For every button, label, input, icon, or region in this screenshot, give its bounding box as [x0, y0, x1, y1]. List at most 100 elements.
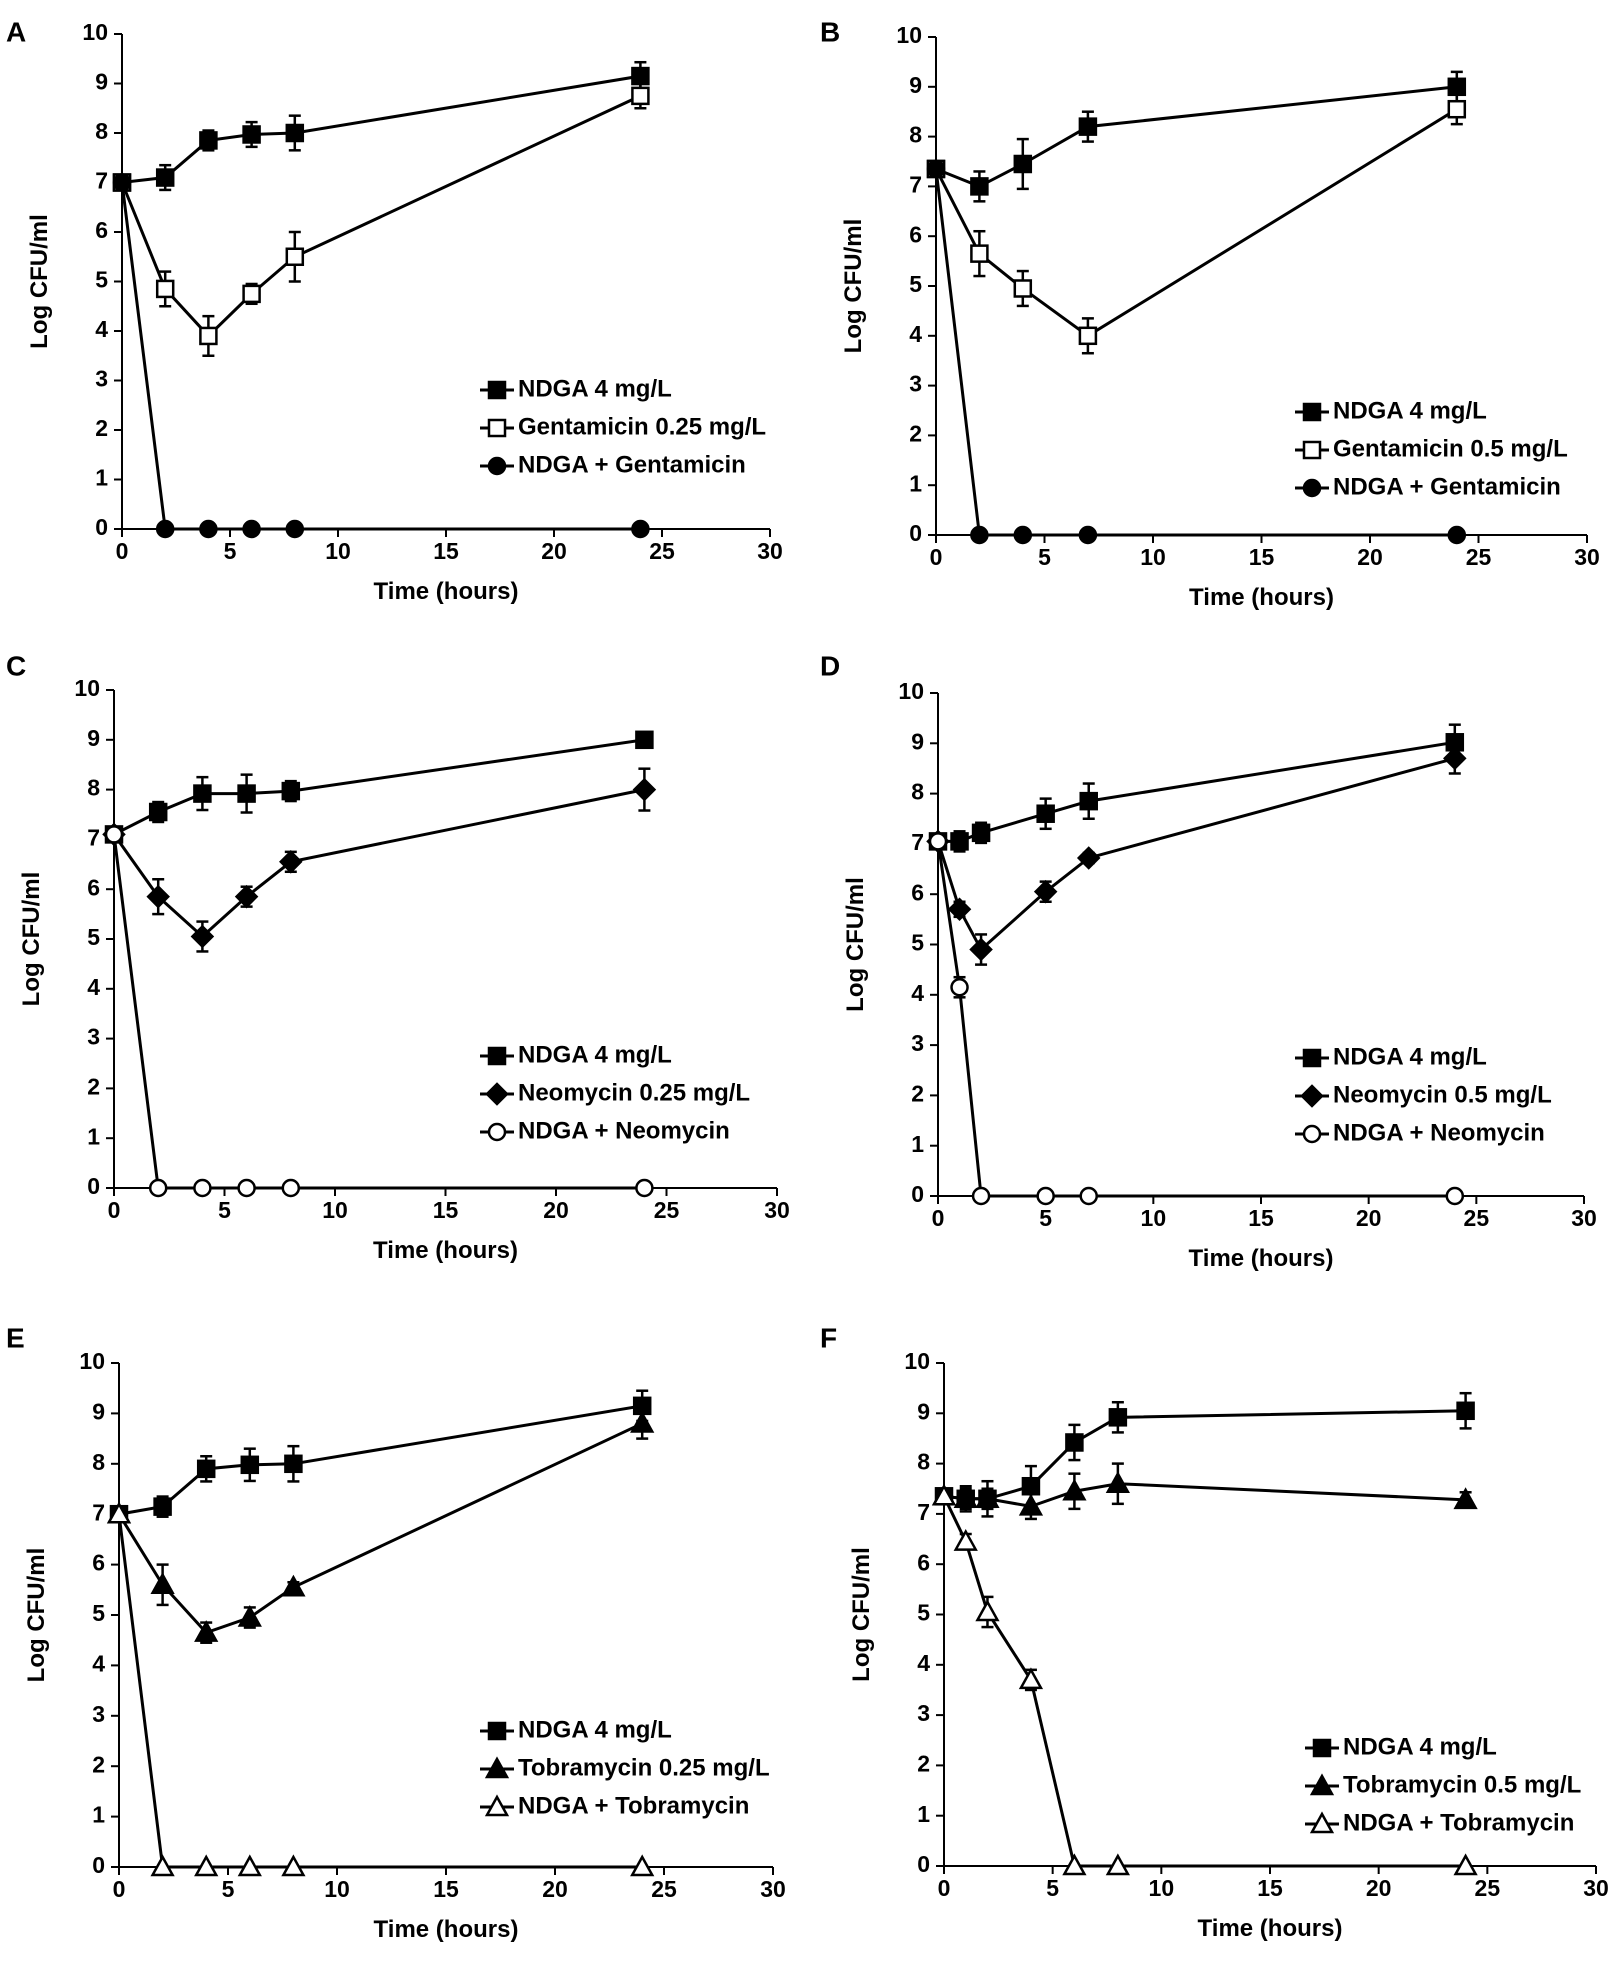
y-tick-label: 2	[909, 420, 922, 446]
x-tick-label: 5	[218, 1197, 231, 1223]
panel-letter: D	[820, 650, 840, 681]
x-tick-label: 30	[1583, 1875, 1609, 1901]
x-axis-label: Time (hours)	[374, 1916, 519, 1943]
y-tick-label: 2	[87, 1073, 100, 1099]
legend: NDGA 4 mg/L Neomycin 0.5 mg/L NDGA + Neomy…	[1295, 1043, 1552, 1146]
legend-marker	[1302, 402, 1322, 422]
x-tick-label: 15	[1248, 1205, 1274, 1231]
data-point	[234, 884, 259, 909]
legend-label: Gentamicin 0.25 mg/L	[518, 413, 766, 440]
x-axis-label: Time (hours)	[374, 578, 519, 605]
legend-label: Neomycin 0.25 mg/L	[518, 1079, 750, 1106]
data-point	[1447, 99, 1467, 119]
y-axis-label: Log CFU/ml	[840, 219, 867, 354]
panel-B: B 0 1 2 3 4 5 6 7 8 9 10 0 5 10 15 20 25 30 Time (hours) Log…	[820, 16, 1600, 611]
y-tick-label: 4	[917, 1650, 930, 1676]
legend-marker	[484, 1794, 510, 1817]
legend-label: NDGA 4 mg/L	[518, 1041, 672, 1068]
data-point	[1108, 1408, 1128, 1427]
legend-label: NDGA 4 mg/L	[1333, 397, 1487, 424]
data-point	[1076, 846, 1101, 870]
y-tick-label: 9	[909, 72, 922, 98]
data-point	[1013, 525, 1033, 545]
y-tick-label: 1	[87, 1123, 100, 1149]
data-point	[155, 279, 175, 299]
y-tick-label: 2	[917, 1750, 930, 1776]
legend-label: NDGA + Neomycin	[518, 1117, 730, 1144]
y-axis-label: Log CFU/ml	[26, 214, 53, 349]
x-tick-label: 10	[324, 1876, 350, 1902]
series-line	[934, 107, 1458, 338]
data-point	[1036, 804, 1055, 823]
x-tick-label: 30	[760, 1876, 786, 1902]
data-point	[975, 1486, 1000, 1509]
data-point	[193, 1178, 212, 1198]
data-point	[1013, 154, 1033, 174]
data-point	[975, 1599, 1000, 1622]
x-tick-label: 15	[433, 538, 459, 564]
x-tick-label: 10	[1140, 544, 1166, 570]
data-point	[150, 1572, 175, 1595]
y-tick-label: 0	[911, 1181, 924, 1207]
x-tick-label: 20	[543, 1197, 569, 1223]
x-tick-label: 30	[764, 1197, 790, 1223]
y-tick-label: 0	[95, 514, 108, 540]
data-point	[950, 832, 969, 851]
data-point	[1033, 879, 1058, 904]
data-point	[1065, 1433, 1084, 1452]
y-tick-label: 10	[898, 678, 924, 704]
data-point	[112, 173, 132, 192]
y-tick-label: 7	[95, 168, 108, 194]
panel-C: C 0 1 2 3 4 5 6 7 8 9 10 0 5 10 15 20 25 30 Time (hours) Log…	[6, 650, 790, 1264]
legend-marker	[487, 1122, 507, 1142]
data-point	[970, 525, 989, 545]
y-tick-label: 10	[82, 19, 108, 45]
legend: NDGA 4 mg/L Gentamicin 0.5 mg/L NDGA + Gen…	[1295, 397, 1568, 500]
data-point	[148, 1178, 168, 1198]
data-point	[632, 777, 657, 802]
legend-marker	[487, 418, 507, 438]
legend-marker	[1302, 440, 1322, 460]
data-point	[1079, 791, 1098, 811]
x-tick-label: 20	[1366, 1875, 1392, 1901]
data-point	[1453, 1853, 1478, 1876]
y-tick-label: 8	[92, 1449, 105, 1475]
x-tick-label: 25	[649, 538, 675, 564]
panel-letter: F	[820, 1322, 837, 1353]
legend-label: NDGA + Tobramycin	[1343, 1809, 1574, 1836]
data-point	[237, 1604, 262, 1627]
series-1	[106, 1407, 655, 1644]
data-point	[947, 897, 972, 922]
panel-letter: C	[6, 650, 26, 681]
legend-label: Neomycin 0.5 mg/L	[1333, 1081, 1552, 1108]
y-tick-label: 3	[917, 1700, 930, 1726]
data-point	[953, 1528, 978, 1551]
legend-label: NDGA + Tobramycin	[518, 1792, 749, 1819]
series-2	[928, 832, 1465, 1206]
data-point	[104, 825, 124, 844]
y-tick-label: 5	[911, 930, 924, 956]
data-point	[950, 978, 969, 997]
y-tick-label: 5	[95, 267, 108, 293]
legend-label: Tobramycin 0.25 mg/L	[518, 1754, 770, 1781]
data-point	[1078, 326, 1098, 346]
data-point	[630, 1854, 655, 1877]
data-point	[931, 1483, 957, 1506]
y-tick-label: 1	[95, 465, 108, 491]
x-tick-label: 10	[325, 538, 351, 564]
data-point	[106, 1501, 132, 1524]
panel-F: F 0 1 2 3 4 5 6 7 8 9 10 0 5 10 15 20 25 30 Time (hours) Log…	[820, 1322, 1609, 1942]
x-tick-label: 5	[1038, 544, 1051, 570]
data-point	[281, 1178, 301, 1198]
y-tick-label: 3	[95, 366, 108, 392]
x-tick-label: 20	[541, 538, 567, 564]
y-tick-label: 5	[92, 1600, 105, 1626]
data-point	[279, 850, 303, 874]
data-point	[199, 326, 218, 346]
legend-marker	[1302, 1048, 1322, 1068]
series-1	[926, 93, 1467, 355]
data-point	[1105, 1853, 1130, 1876]
data-point	[1021, 1476, 1041, 1496]
legend-label: NDGA + Gentamicin	[1333, 473, 1561, 500]
data-point	[194, 1854, 219, 1877]
